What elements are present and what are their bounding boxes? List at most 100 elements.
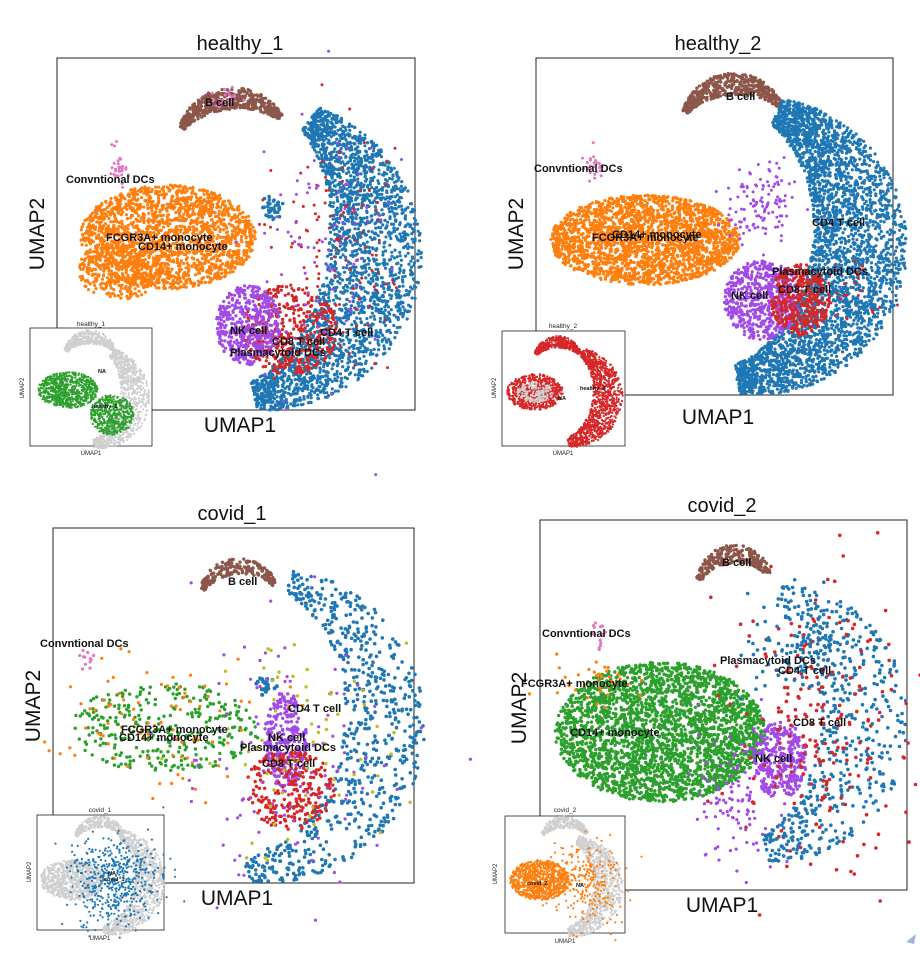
data-point	[167, 275, 170, 278]
data-point	[404, 237, 407, 240]
data-point	[278, 401, 281, 404]
data-point	[93, 232, 96, 235]
data-point	[382, 344, 385, 347]
data-point	[401, 305, 404, 308]
data-point	[105, 249, 108, 252]
data-point	[121, 223, 124, 226]
data-point	[102, 270, 105, 273]
data-point	[128, 296, 131, 299]
data-point	[240, 95, 243, 98]
data-point	[417, 281, 420, 284]
data-point	[306, 396, 309, 399]
data-point	[182, 262, 185, 265]
data-point	[126, 217, 129, 220]
data-point	[81, 277, 84, 280]
data-point	[222, 228, 225, 231]
data-point	[86, 231, 89, 234]
data-point	[114, 168, 117, 171]
data-point	[179, 204, 182, 207]
data-point	[291, 364, 294, 367]
data-point	[126, 227, 129, 230]
data-point	[149, 278, 152, 281]
data-point	[166, 218, 169, 221]
data-point	[383, 299, 386, 302]
data-point	[223, 275, 226, 278]
data-point	[236, 215, 239, 218]
data-point	[355, 185, 358, 188]
data-point	[332, 228, 335, 231]
data-point	[254, 103, 257, 106]
data-point	[345, 172, 348, 175]
data-point	[355, 317, 358, 320]
data-point	[142, 206, 145, 209]
data-point	[242, 87, 245, 90]
data-point	[247, 100, 250, 103]
data-point	[383, 202, 386, 205]
data-point	[390, 251, 393, 254]
data-point	[278, 114, 281, 117]
data-point	[370, 219, 373, 222]
data-point	[386, 262, 389, 265]
data-point	[340, 381, 343, 384]
data-point	[374, 268, 377, 271]
data-point	[394, 331, 397, 334]
data-point	[164, 255, 167, 258]
data-point	[368, 194, 371, 197]
data-point	[142, 219, 145, 222]
data-point	[171, 184, 174, 187]
data-point	[219, 197, 222, 200]
data-point	[184, 191, 187, 194]
data-point	[88, 229, 91, 232]
data-point	[383, 291, 386, 294]
data-point	[318, 157, 321, 160]
data-point	[372, 257, 375, 260]
data-point	[307, 128, 310, 131]
data-point	[149, 282, 152, 285]
data-point	[102, 239, 105, 242]
data-point	[397, 176, 400, 179]
data-point	[167, 254, 170, 257]
data-point	[323, 147, 326, 150]
data-point	[382, 287, 385, 290]
data-point	[338, 282, 341, 285]
data-point	[362, 242, 365, 245]
data-point	[125, 285, 128, 288]
data-point	[350, 304, 353, 307]
data-point	[376, 303, 379, 306]
data-point	[210, 218, 213, 221]
data-point	[404, 254, 407, 257]
data-point	[117, 294, 120, 297]
data-point	[115, 247, 118, 250]
data-point	[212, 222, 215, 225]
data-point	[197, 267, 200, 270]
data-point	[389, 215, 392, 218]
data-point	[182, 213, 185, 216]
data-point	[328, 362, 331, 365]
data-point	[169, 206, 172, 209]
data-point	[398, 232, 401, 235]
data-point	[193, 204, 196, 207]
data-point	[173, 200, 176, 203]
data-point	[292, 404, 295, 407]
data-point	[358, 141, 361, 144]
data-point	[125, 213, 128, 216]
data-point	[137, 256, 140, 259]
data-point	[103, 212, 106, 215]
data-point	[404, 225, 407, 228]
data-point	[175, 225, 178, 228]
data-point	[374, 249, 377, 252]
data-point	[190, 116, 193, 119]
data-point	[395, 207, 398, 210]
data-point	[131, 266, 134, 269]
data-point	[360, 265, 363, 268]
data-point	[227, 91, 230, 94]
data-point	[248, 89, 251, 92]
data-point	[386, 165, 389, 168]
data-point	[166, 203, 169, 206]
data-point	[319, 368, 322, 371]
data-point	[117, 262, 120, 265]
data-point	[195, 196, 198, 199]
data-point	[354, 373, 357, 376]
data-point	[243, 249, 246, 252]
data-point	[341, 278, 344, 281]
